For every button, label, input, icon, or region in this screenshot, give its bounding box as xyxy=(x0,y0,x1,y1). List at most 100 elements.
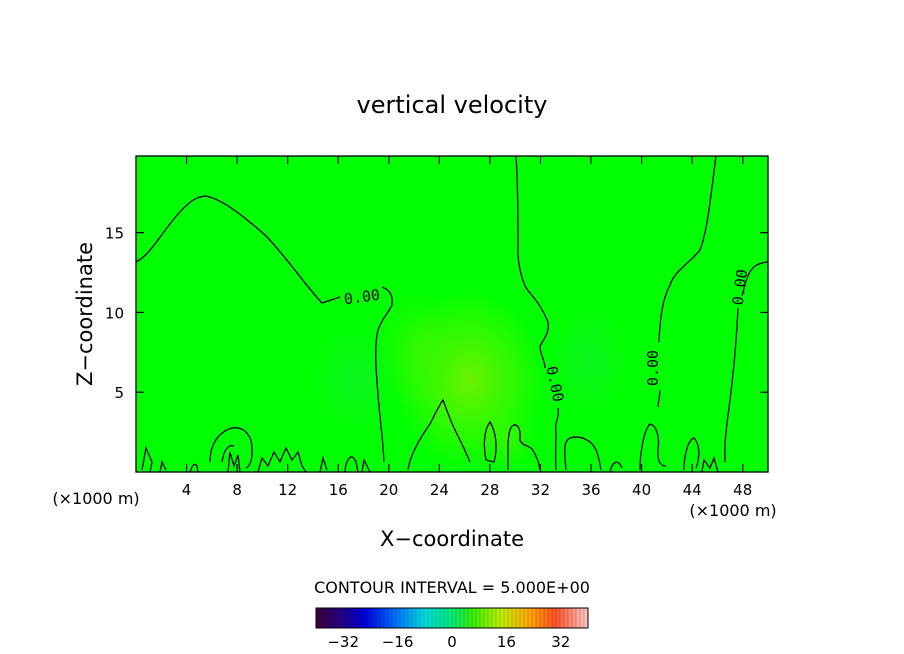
colorbar-cell xyxy=(552,608,557,628)
field-patch xyxy=(310,325,400,435)
colorbar-cell xyxy=(496,608,501,628)
colorbar-cell xyxy=(392,608,397,628)
contour-line xyxy=(701,455,719,472)
colorbar-cell xyxy=(424,608,429,628)
colorbar-cell xyxy=(560,608,565,628)
colorbar-cell xyxy=(456,608,461,628)
colorbar-cell xyxy=(364,608,369,628)
colorbar-cell xyxy=(532,608,537,628)
y-tick-label: 5 xyxy=(114,384,124,402)
colorbar-cell xyxy=(412,608,417,628)
field-patch xyxy=(550,305,630,415)
contour-line xyxy=(407,398,471,471)
colorbar-cell xyxy=(504,608,509,628)
colorbar-cell xyxy=(544,608,549,628)
contour-line xyxy=(375,286,393,463)
colorbar-cell xyxy=(480,608,485,628)
contour-line xyxy=(515,156,550,369)
contour-line xyxy=(639,423,667,471)
colorbar-cell xyxy=(436,608,441,628)
y-tick-label: 10 xyxy=(105,304,124,322)
colorbar-cell xyxy=(328,608,333,628)
contour-line xyxy=(344,456,359,472)
colorbar-cell xyxy=(368,608,373,628)
colorbar-cell xyxy=(460,608,465,628)
colorbar-cell xyxy=(572,608,577,628)
x-unit-label-left: (×1000 m) xyxy=(52,489,139,508)
chart-title: vertical velocity xyxy=(357,91,548,119)
colorbar-cell xyxy=(380,608,385,628)
colorbar-cell xyxy=(400,608,405,628)
contour-line xyxy=(609,461,623,472)
colorbar-cell xyxy=(420,608,425,628)
contour-interval-text: CONTOUR INTERVAL = 5.000E+00 xyxy=(314,578,590,597)
colorbar-cell xyxy=(316,608,321,628)
colorbar-cell xyxy=(320,608,325,628)
contour-line xyxy=(159,460,167,472)
colorbar-cell xyxy=(488,608,493,628)
colorbar-cell xyxy=(396,608,401,628)
x-tick-label: 36 xyxy=(581,481,600,499)
colorbar-cell xyxy=(512,608,517,628)
contour-line xyxy=(221,444,235,463)
colorbar-cell xyxy=(340,608,345,628)
contour-line xyxy=(724,307,739,463)
colorbar-cell xyxy=(580,608,585,628)
colorbar-cell xyxy=(440,608,445,628)
contour-line xyxy=(483,420,497,463)
colorbar-cell xyxy=(568,608,573,628)
x-axis-label: X−coordinate xyxy=(380,527,524,551)
colorbar-cell xyxy=(472,608,477,628)
x-tick-label: 12 xyxy=(278,481,297,499)
colorbar-cell xyxy=(332,608,337,628)
x-tick-label: 16 xyxy=(329,481,348,499)
colorbar-cell xyxy=(428,608,433,628)
colorbar-cell xyxy=(476,608,481,628)
colorbar-tick-label: 16 xyxy=(497,633,516,651)
x-tick-label: 8 xyxy=(232,481,242,499)
colorbar-cell xyxy=(548,608,553,628)
colorbar-cell xyxy=(416,608,421,628)
contour-line xyxy=(209,427,253,469)
colorbar-cell xyxy=(352,608,357,628)
colorbar-cell xyxy=(324,608,329,628)
contour-lines xyxy=(136,156,768,472)
x-tick-label: 28 xyxy=(480,481,499,499)
colorbar-tick-label: −16 xyxy=(382,633,414,651)
contour-line xyxy=(658,156,717,343)
colorbar-tick-label: 0 xyxy=(447,633,457,651)
colorbar-cell xyxy=(356,608,361,628)
contour-line xyxy=(563,436,602,471)
contour-line xyxy=(507,424,541,471)
contour-line xyxy=(136,195,341,304)
colorbar-cell xyxy=(508,608,513,628)
colorbar-cell xyxy=(384,608,389,628)
colorbar-cell xyxy=(372,608,377,628)
colorbar-cell xyxy=(388,608,393,628)
colorbar-cell xyxy=(524,608,529,628)
colorbar-cell xyxy=(468,608,473,628)
x-tick-label: 20 xyxy=(379,481,398,499)
colorbar-cell xyxy=(452,608,457,628)
contour-line xyxy=(141,445,153,472)
colorbar-cell xyxy=(464,608,469,628)
colorbar-tick-label: 32 xyxy=(551,633,570,651)
colorbar-cell xyxy=(348,608,353,628)
x-tick-label: 44 xyxy=(683,481,702,499)
contour-line xyxy=(554,407,560,471)
colorbar-cell xyxy=(444,608,449,628)
colorbar-tick-label: −32 xyxy=(327,633,359,651)
plot-frame xyxy=(135,155,769,473)
contour-line xyxy=(227,451,241,472)
y-tick-label: 15 xyxy=(105,225,124,243)
contour-label: 0.00 xyxy=(644,350,662,386)
x-tick-label: 4 xyxy=(182,481,192,499)
colorbar-cell xyxy=(520,608,525,628)
colorbar-cell xyxy=(484,608,489,628)
colorbar-ticks: −32 −16 0 16 32 xyxy=(327,633,570,651)
colorbar-cell xyxy=(492,608,497,628)
colorbar: −32 −16 0 16 32 xyxy=(315,607,589,651)
contour-line xyxy=(683,437,700,471)
field-shading xyxy=(310,290,630,470)
